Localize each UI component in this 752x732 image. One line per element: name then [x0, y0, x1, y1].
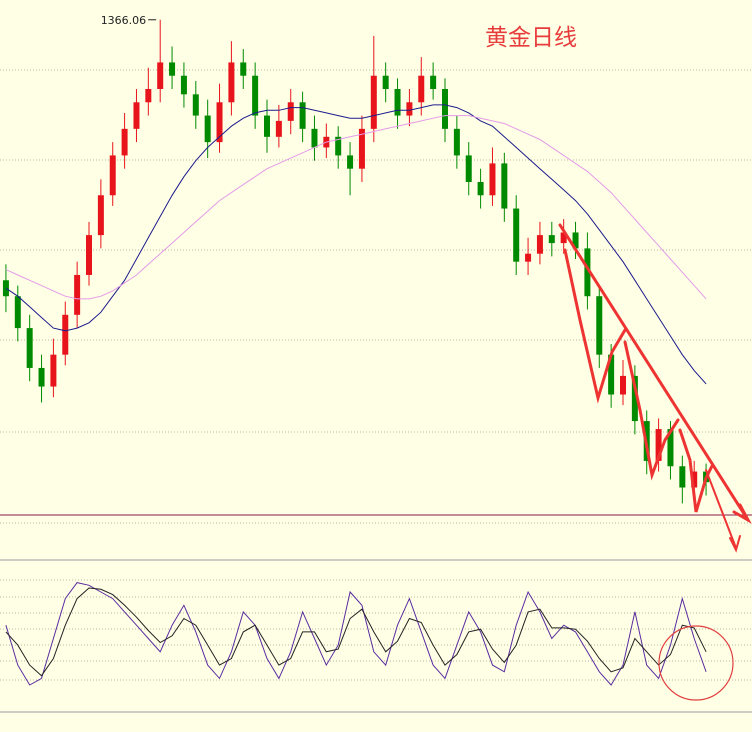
candle-body [620, 375, 626, 395]
chart-title: 黄金日线 [485, 25, 577, 51]
candle-body [572, 232, 579, 249]
candle-body [608, 354, 615, 395]
candle-body [133, 102, 140, 129]
candle-body [418, 75, 425, 103]
candle-body [74, 274, 81, 315]
candle-body [86, 235, 92, 275]
candle-body [501, 163, 508, 209]
candle-body [525, 253, 532, 262]
candle-body [560, 232, 567, 244]
candle-body [192, 94, 199, 116]
candle-body [465, 155, 472, 182]
arrow-head [732, 503, 752, 524]
candle-body [121, 128, 128, 156]
candle-body [204, 115, 211, 143]
candle-body [536, 235, 543, 254]
candle-body [382, 75, 389, 89]
candle-body [453, 128, 460, 156]
candle-body [691, 471, 698, 488]
candle-body [477, 181, 484, 196]
candle-body [394, 88, 401, 116]
candle-body [145, 88, 152, 103]
candle-body [299, 102, 306, 129]
candle-body [275, 120, 282, 137]
candle-body [596, 296, 603, 355]
candle-body [50, 354, 57, 387]
max-label: 1366.06 [101, 14, 147, 27]
candle-body [335, 136, 342, 156]
candle-body [655, 429, 662, 461]
moving-average [5, 104, 707, 385]
candle-body [311, 128, 318, 148]
moving-average [5, 115, 707, 300]
candle-body [347, 155, 354, 169]
candle-body [513, 208, 520, 262]
candle-body [264, 115, 270, 137]
candle-body [430, 75, 437, 89]
candle-body [216, 102, 223, 143]
candle-body [14, 296, 21, 329]
candle-body [358, 128, 365, 169]
trend-arrow [705, 469, 737, 549]
candle-body [287, 102, 294, 121]
main-grid [0, 69, 752, 713]
candle-body [406, 102, 413, 116]
wave-arrow [678, 428, 714, 513]
candle-body [62, 314, 69, 355]
candle-body [97, 195, 104, 236]
highlight-circle [658, 625, 734, 701]
candle-body [252, 75, 259, 116]
candle-body [240, 62, 247, 76]
candle-body [631, 375, 638, 422]
candle-body [180, 75, 187, 95]
candle-body [548, 235, 555, 244]
candle-body [489, 163, 496, 196]
candle-body [157, 62, 164, 89]
candle-body [667, 429, 674, 467]
candle-body [38, 367, 45, 387]
candle-body [109, 155, 116, 196]
annotations [558, 223, 752, 701]
trend-arrow [558, 223, 750, 522]
plot: 1366.06 [2, 14, 710, 686]
candle-body [442, 88, 448, 129]
candle-body [26, 328, 33, 368]
candle-body [228, 62, 235, 103]
arrow-head [729, 535, 741, 553]
candle-body [584, 248, 591, 297]
wave-arrow [563, 248, 627, 404]
wave-arrow [623, 340, 680, 481]
candle-body [679, 466, 686, 488]
candle-body [169, 62, 176, 76]
oscillator-line [5, 587, 707, 677]
candle-body [370, 75, 377, 129]
oscillator-line [5, 582, 707, 686]
